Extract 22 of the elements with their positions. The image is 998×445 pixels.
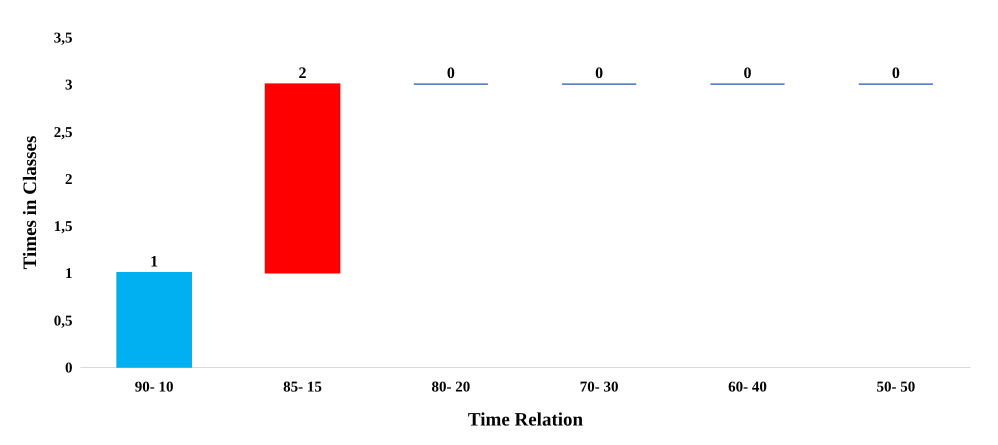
y-tick-label: 2,5 — [54, 124, 72, 141]
x-tick-label: 50- 50 — [876, 380, 916, 396]
y-tick-label: 1 — [65, 266, 72, 282]
x-tick-label: 70- 30 — [580, 380, 619, 396]
data-label: 0 — [744, 65, 752, 82]
y-tick-label: 3 — [65, 78, 72, 94]
x-tick-label: 60- 40 — [728, 380, 767, 396]
data-label: 0 — [446, 65, 455, 82]
y-tick-label: 1,5 — [54, 219, 72, 236]
y-axis-title: Times in Classes — [20, 136, 41, 270]
x-tick-label: 80- 20 — [431, 380, 470, 396]
data-label: 0 — [595, 65, 604, 82]
data-label: 2 — [298, 65, 306, 82]
x-tick-label: 90- 10 — [134, 380, 174, 396]
y-tick-label: 0,5 — [54, 313, 72, 330]
y-tick-label: 3,5 — [54, 30, 72, 46]
y-tick-label: 2 — [65, 172, 72, 188]
data-label: 1 — [150, 254, 158, 271]
data-label: 0 — [892, 65, 900, 82]
y-tick-label: 0 — [65, 360, 72, 376]
x-tick-label: 85- 15 — [283, 380, 322, 396]
x-axis-title: Time Relation — [468, 410, 584, 430]
